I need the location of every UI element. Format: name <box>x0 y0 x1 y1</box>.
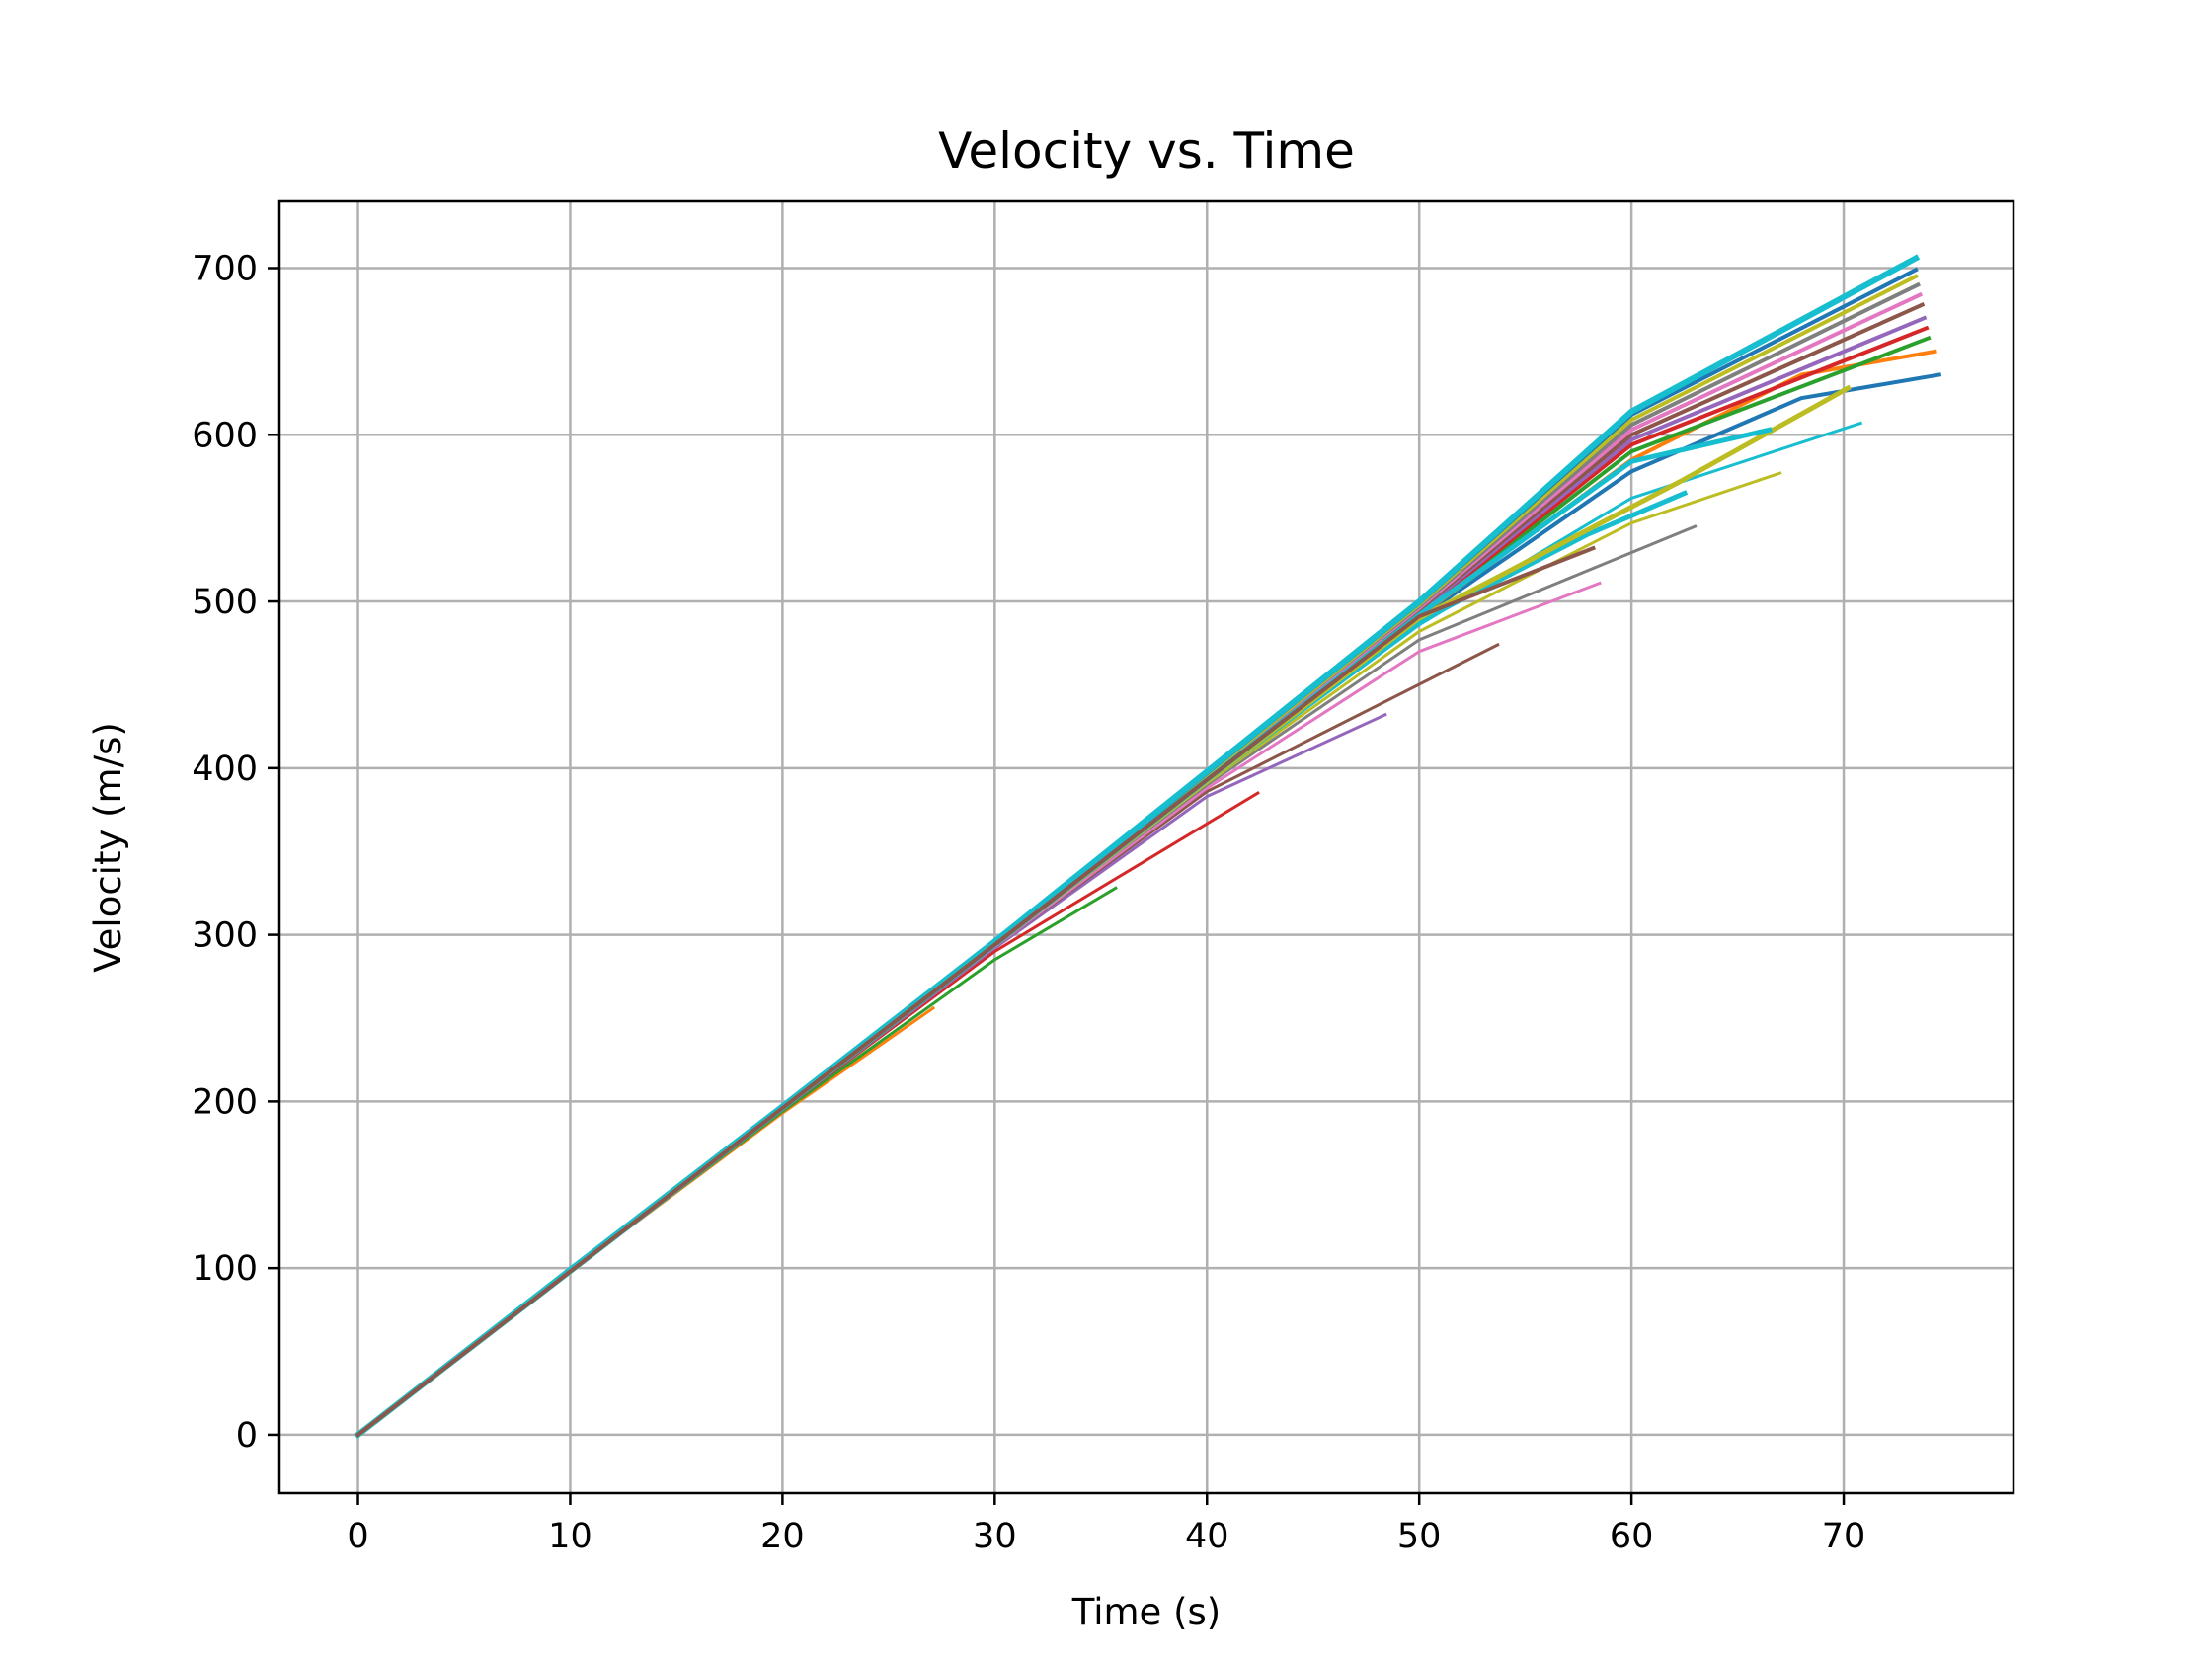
y-tick-label: 500 <box>192 583 258 622</box>
x-tick-label: 40 <box>1185 1517 1229 1556</box>
plot-series <box>354 254 1942 1440</box>
x-tick-label: 50 <box>1397 1517 1442 1556</box>
y-tick-label: 100 <box>192 1249 258 1289</box>
series-line-5 <box>356 642 1500 1438</box>
series-line-4 <box>356 712 1387 1438</box>
plot-frame <box>277 199 2015 1495</box>
x-tick-label: 30 <box>973 1517 1017 1556</box>
x-axis-label: Time (s) <box>1071 1591 1221 1633</box>
series-line-17 <box>355 281 1921 1438</box>
y-tick-label: 200 <box>192 1082 258 1122</box>
y-axis-ticks: 0 100 200 300 400 500 600 700 <box>192 250 279 1456</box>
series-line-3 <box>356 791 1260 1438</box>
series-line-19 <box>355 267 1919 1438</box>
x-tick-label: 10 <box>548 1517 592 1556</box>
series-line-15 <box>355 301 1926 1438</box>
y-tick-label: 600 <box>192 416 258 455</box>
x-tick-label: 0 <box>347 1517 368 1556</box>
chart-title: Velocity vs. Time <box>938 122 1355 180</box>
x-tick-label: 70 <box>1822 1517 1866 1556</box>
series-line-2 <box>356 886 1118 1438</box>
series-line-6 <box>356 581 1602 1438</box>
grid-lines <box>279 201 2014 1493</box>
y-axis-label: Velocity (m/s) <box>87 722 129 973</box>
y-tick-label: 700 <box>192 250 258 289</box>
series-line-22 <box>354 384 1852 1439</box>
series-line-24 <box>355 545 1596 1438</box>
series-line-9 <box>356 421 1863 1438</box>
y-tick-label: 300 <box>192 916 258 956</box>
x-tick-label: 20 <box>760 1517 805 1556</box>
y-tick-label: 400 <box>192 750 258 789</box>
series-line-7 <box>356 524 1698 1438</box>
x-tick-label: 60 <box>1610 1517 1654 1556</box>
y-tick-label: 0 <box>236 1416 258 1456</box>
series-line-21 <box>354 490 1689 1439</box>
x-axis-ticks: 0 10 20 30 40 50 60 70 <box>347 1493 1865 1556</box>
series-line-10 <box>355 372 1942 1438</box>
series-line-11 <box>355 349 1937 1438</box>
